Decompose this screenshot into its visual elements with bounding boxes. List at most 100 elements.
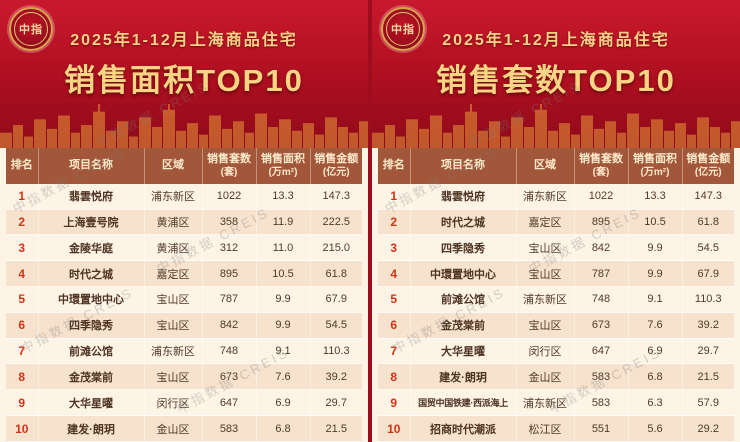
amount-cell: 61.8 (682, 209, 734, 236)
project-name-cell: 金陵华庭 (38, 234, 145, 262)
skyline-graphic (372, 104, 740, 148)
units-cell: 673 (574, 312, 629, 339)
rank-cell: 10 (378, 415, 411, 442)
region-cell: 松江区 (516, 415, 575, 442)
units-cell: 748 (574, 286, 629, 313)
table-row: 9 大华星曜 闵行区 647 6.9 29.7 (6, 389, 362, 417)
rank-cell: 3 (6, 234, 39, 262)
rank-cell: 9 (6, 389, 39, 417)
amount-cell: 29.2 (682, 415, 734, 442)
area-cell: 11.0 (256, 234, 311, 262)
col-header-area: 销售面积 (万m²) (256, 148, 311, 184)
table-row: 3 四季隐秀 宝山区 842 9.9 54.5 (378, 234, 734, 262)
table-row: 8 建发·朗玥 金山区 583 6.8 21.5 (378, 363, 734, 391)
region-cell: 浦东新区 (516, 184, 575, 210)
units-cell: 895 (202, 260, 257, 287)
units-cell: 1022 (574, 184, 629, 210)
rank-cell: 4 (378, 260, 411, 287)
area-cell: 6.9 (628, 338, 683, 365)
table-row: 10 建发·朗玥 金山区 583 6.8 21.5 (6, 415, 362, 442)
region-cell: 宝山区 (144, 312, 203, 339)
project-name-cell: 时代之城 (38, 260, 145, 287)
project-name-cell: 建发·朗玥 (410, 363, 517, 391)
project-name-cell: 中環置地中心 (38, 286, 145, 313)
table-row: 2 上海壹号院 黄浦区 358 11.9 222.5 (6, 209, 362, 236)
col-header-rank: 排名 (378, 148, 411, 184)
table-header-row: 排名 项目名称 区域 销售套数 (套) 销售面积 (万m²) 销售金额 (亿元) (6, 148, 362, 184)
area-cell: 9.9 (628, 234, 683, 262)
units-cell: 583 (574, 363, 629, 391)
units-cell: 583 (202, 415, 257, 442)
project-name-cell: 前滩公馆 (410, 286, 517, 313)
region-cell: 金山区 (516, 363, 575, 391)
region-cell: 金山区 (144, 415, 203, 442)
amount-cell: 39.2 (682, 312, 734, 339)
region-cell: 浦东新区 (144, 184, 203, 210)
col-header-amount: 销售金额 (亿元) (682, 148, 734, 184)
amount-cell: 110.3 (682, 286, 734, 313)
project-name-cell: 中環置地中心 (410, 260, 517, 287)
area-cell: 10.5 (256, 260, 311, 287)
units-cell: 787 (574, 260, 629, 287)
area-cell: 7.6 (628, 312, 683, 339)
table-row: 4 中環置地中心 宝山区 787 9.9 67.9 (378, 260, 734, 287)
units-cell: 312 (202, 234, 257, 262)
rank-cell: 8 (6, 363, 39, 391)
project-name-cell: 大华星曜 (410, 338, 517, 365)
rank-cell: 2 (378, 209, 411, 236)
table-row: 3 金陵华庭 黄浦区 312 11.0 215.0 (6, 234, 362, 262)
project-name-cell: 建发·朗玥 (38, 415, 145, 442)
table-row: 2 时代之城 嘉定区 895 10.5 61.8 (378, 209, 734, 236)
project-name-cell: 金茂棠前 (38, 363, 145, 391)
rank-cell: 9 (378, 389, 411, 417)
area-cell: 11.9 (256, 209, 311, 236)
panel-header: 中指 2025年1-12月上海商品住宅 销售套数TOP10 (372, 0, 740, 148)
table-row: 1 翡雲悦府 浦东新区 1022 13.3 147.3 (378, 184, 734, 210)
panel-title: 销售套数TOP10 (436, 63, 676, 98)
rank-cell: 4 (6, 260, 39, 287)
panel-sales-area: 中指 2025年1-12月上海商品住宅 销售面积TOP10 (0, 0, 368, 442)
amount-cell: 147.3 (310, 184, 362, 210)
table-row: 4 时代之城 嘉定区 895 10.5 61.8 (6, 260, 362, 287)
units-cell: 842 (202, 312, 257, 339)
col-header-region: 区域 (144, 148, 203, 184)
amount-cell: 67.9 (682, 260, 734, 287)
amount-cell: 29.7 (682, 338, 734, 365)
rank-cell: 3 (378, 234, 411, 262)
brand-logo-label: 中指 (386, 12, 420, 46)
units-cell: 1022 (202, 184, 257, 210)
rank-cell: 5 (6, 286, 39, 313)
amount-cell: 147.3 (682, 184, 734, 210)
region-cell: 浦东新区 (516, 286, 575, 313)
project-name-cell: 国贸中国铁建·西派海上 (410, 389, 517, 417)
rank-cell: 1 (6, 184, 39, 210)
region-cell: 浦东新区 (144, 338, 203, 365)
panel-header: 中指 2025年1-12月上海商品住宅 销售面积TOP10 (0, 0, 368, 148)
rank-cell: 10 (6, 415, 39, 442)
rank-cell: 7 (378, 338, 411, 365)
area-cell: 13.3 (628, 184, 683, 210)
region-cell: 宝山区 (516, 234, 575, 262)
table-row: 5 中環置地中心 宝山区 787 9.9 67.9 (6, 286, 362, 313)
region-cell: 宝山区 (144, 286, 203, 313)
panel-sales-units: 中指 2025年1-12月上海商品住宅 销售套数TOP10 (372, 0, 740, 442)
project-name-cell: 时代之城 (410, 209, 517, 236)
amount-cell: 21.5 (310, 415, 362, 442)
table-row: 6 金茂棠前 宝山区 673 7.6 39.2 (378, 312, 734, 339)
amount-cell: 61.8 (310, 260, 362, 287)
project-name-cell: 四季隐秀 (410, 234, 517, 262)
units-cell: 673 (202, 363, 257, 391)
project-name-cell: 四季隐秀 (38, 312, 145, 339)
units-cell: 647 (202, 389, 257, 417)
units-cell: 358 (202, 209, 257, 236)
col-header-project: 项目名称 (38, 148, 145, 184)
project-name-cell: 招商时代潮派 (410, 415, 517, 442)
amount-cell: 215.0 (310, 234, 362, 262)
table-row: 7 大华星曜 闵行区 647 6.9 29.7 (378, 338, 734, 365)
area-cell: 9.9 (256, 312, 311, 339)
project-name-cell: 金茂棠前 (410, 312, 517, 339)
area-cell: 13.3 (256, 184, 311, 210)
col-header-units: 销售套数 (套) (574, 148, 629, 184)
skyline-graphic (0, 104, 368, 148)
